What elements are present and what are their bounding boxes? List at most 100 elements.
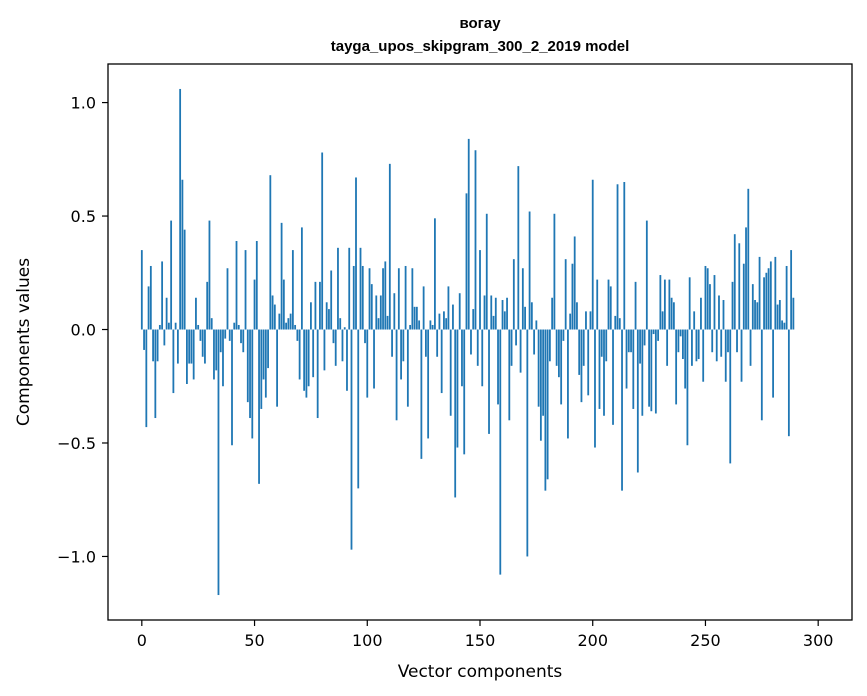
bar-11 (165, 297, 168, 330)
bar-218 (632, 329, 635, 409)
bar-64 (285, 322, 288, 330)
y-tick-label: 0.5 (71, 207, 96, 226)
bar-17 (179, 88, 182, 330)
bar-286 (785, 265, 788, 330)
bar-222 (641, 329, 644, 416)
bar-85 (332, 329, 335, 344)
y-tick-label: 0.0 (71, 321, 96, 340)
bar-227 (652, 329, 655, 335)
bar-30 (208, 220, 211, 330)
bar-37 (224, 329, 227, 339)
bar-33 (215, 329, 218, 371)
bar-121 (413, 306, 416, 330)
bar-155 (490, 295, 493, 330)
bar-211 (616, 184, 619, 330)
bar-12 (167, 322, 170, 330)
bar-88 (339, 318, 342, 330)
bar-168 (519, 329, 522, 373)
bar-186 (560, 329, 563, 405)
bar-48 (249, 329, 251, 419)
bar-94 (352, 265, 355, 330)
bar-25 (197, 324, 200, 330)
x-tick-label: 150 (465, 631, 496, 650)
bar-258 (722, 300, 725, 330)
bar-106 (379, 295, 382, 330)
bar-81 (323, 329, 326, 371)
bar-232 (663, 279, 666, 330)
bar-60 (276, 329, 278, 407)
bar-107 (382, 268, 384, 330)
bar-73 (305, 329, 308, 398)
x-tick-label: 250 (690, 631, 721, 650)
x-axis-ticks: 0 50 100 150 200 250 300 (137, 620, 833, 650)
bar-249 (702, 329, 705, 382)
y-axis-title: Components values (14, 258, 34, 426)
bar-231 (661, 311, 664, 330)
bar-36 (222, 329, 224, 387)
bar-169 (521, 268, 524, 330)
bar-90 (343, 327, 346, 330)
bar-87 (337, 247, 339, 330)
bar-183 (553, 213, 556, 330)
bar-98 (361, 265, 364, 330)
y-axis-ticks: −1.0 −0.5 0.0 0.5 1.0 (57, 94, 108, 566)
bar-34 (217, 329, 220, 596)
bar-126 (424, 329, 427, 357)
bar-2 (145, 329, 148, 428)
bar-229 (657, 329, 660, 341)
bar-41 (233, 322, 236, 330)
bar-153 (485, 213, 488, 330)
bar-217 (630, 329, 632, 353)
bar-189 (567, 329, 569, 439)
bar-101 (368, 268, 371, 330)
bar-208 (609, 286, 612, 330)
bar-157 (494, 297, 497, 330)
bar-103 (373, 329, 375, 389)
bar-91 (346, 329, 348, 391)
bar-172 (528, 211, 531, 330)
bar-83 (328, 309, 330, 330)
bar-204 (600, 329, 603, 357)
bar-219 (634, 281, 637, 330)
bar-188 (564, 259, 567, 330)
bar-150 (479, 250, 481, 330)
bar-82 (325, 302, 328, 330)
x-tick-label: 50 (244, 631, 264, 650)
bar-216 (627, 329, 630, 353)
bar-158 (497, 329, 499, 405)
bar-97 (359, 247, 362, 330)
bar-173 (530, 302, 533, 330)
bar-164 (510, 329, 513, 366)
bar-196 (582, 329, 585, 366)
bar-32 (213, 329, 215, 380)
bar-215 (625, 329, 628, 389)
bar-213 (621, 329, 623, 491)
bar-44 (240, 329, 242, 344)
bar-268 (745, 227, 747, 330)
bar-235 (670, 297, 673, 330)
bar-5 (152, 329, 154, 362)
x-tick-label: 100 (352, 631, 383, 650)
bar-84 (330, 270, 333, 330)
bar-272 (754, 300, 756, 330)
bar-221 (639, 329, 641, 364)
bar-248 (700, 297, 702, 330)
bar-96 (357, 329, 360, 489)
bar-144 (465, 193, 468, 330)
bar-52 (258, 329, 260, 484)
bar-128 (429, 320, 432, 330)
bar-209 (612, 329, 614, 425)
bar-203 (598, 329, 601, 409)
bar-68 (294, 324, 297, 330)
bar-170 (524, 306, 526, 330)
bar-187 (562, 329, 565, 341)
bar-182 (551, 297, 554, 330)
bar-20 (186, 329, 188, 384)
bar-174 (533, 329, 536, 355)
bar-63 (282, 279, 285, 330)
bar-133 (440, 329, 443, 394)
bar-49 (251, 329, 254, 439)
bar-141 (458, 293, 461, 330)
bar-74 (307, 329, 310, 387)
bar-246 (695, 329, 698, 362)
